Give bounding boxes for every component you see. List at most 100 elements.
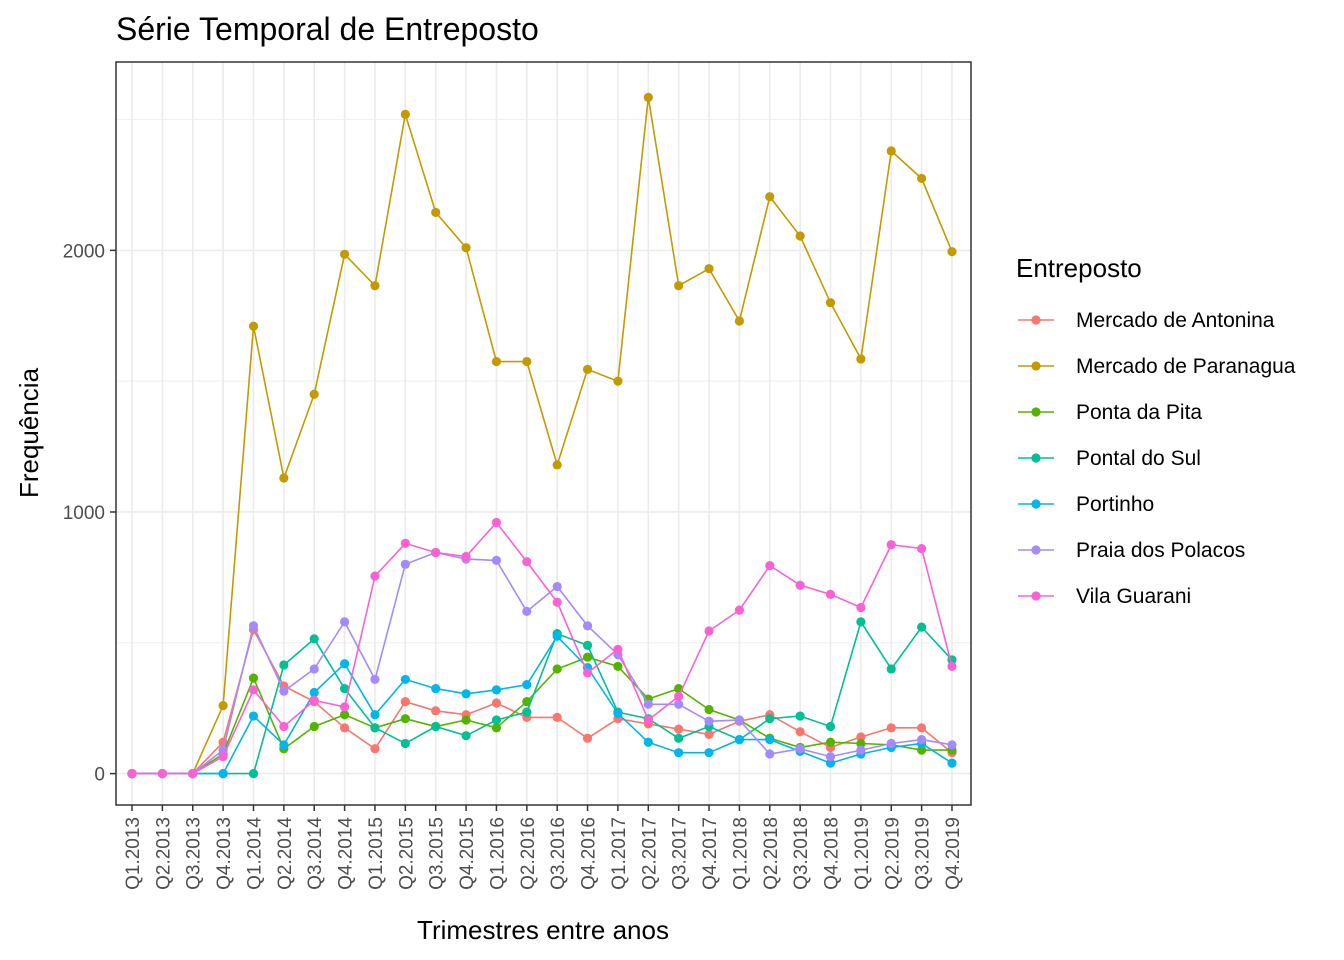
data-point [704,716,714,726]
minor-gridlines [116,119,971,644]
legend-item-mercado-de-paranagua: Mercado de Paranagua [1018,355,1296,378]
data-point [279,721,289,732]
data-point [917,622,927,632]
data-point [400,697,410,707]
x-tick-label: Q4.2013 [214,817,235,890]
data-point [917,734,927,745]
x-tick-label: Q4.2019 [943,817,964,890]
data-point [734,316,745,326]
data-point [825,737,836,747]
data-point [400,714,410,724]
data-point [248,321,259,331]
data-point [309,687,319,698]
data-point [856,732,866,742]
data-point [339,723,350,733]
data-point [309,634,319,644]
x-tick-label: Q2.2014 [275,817,296,890]
legend-item-mercado-de-antonina: Mercado de Antonina [1018,309,1275,332]
legend-item-pontal-do-sul: Pontal do Sul [1018,447,1201,470]
legend-key-point [1031,453,1041,463]
data-point [279,740,289,750]
data-point [370,281,380,291]
data-point [704,748,714,758]
data-point [339,710,350,720]
x-tick-label: Q3.2016 [548,817,569,890]
data-point [370,710,380,720]
data-point [188,769,198,779]
legend-item-portinho: Portinho [1018,493,1154,516]
data-point [400,674,410,685]
data-point [643,715,653,725]
data-point [218,752,228,762]
data-point [765,734,775,745]
x-tick-label: Q2.2016 [518,817,539,890]
data-point [400,559,410,569]
y-axis: 0 1000 2000 [63,241,116,786]
data-point [552,460,562,470]
data-point [309,389,319,399]
x-tick-label: Q3.2018 [791,817,812,890]
data-point [886,738,896,749]
data-point [856,354,866,364]
data-point [704,704,714,715]
data-point [825,298,836,308]
data-point [522,557,532,567]
data-point [491,685,502,695]
data-point [917,723,927,733]
data-point [127,769,137,779]
data-point [552,664,562,674]
legend-label: Pontal do Sul [1076,447,1201,470]
x-tick-label: Q2.2015 [396,817,417,890]
x-tick-label: Q2.2017 [639,817,660,890]
legend-key-point [1031,407,1041,417]
data-point [795,711,805,721]
x-axis-title: Trimestres entre anos [417,915,669,945]
x-tick-label: Q2.2019 [882,817,903,890]
series-line-ponta-da-pita [132,656,952,775]
data-point [279,686,289,696]
legend-key-point [1031,361,1041,371]
legend-label: Mercado de Antonina [1076,309,1275,332]
data-point [461,243,471,253]
data-point [825,752,836,762]
data-point [825,589,836,599]
data-point [248,711,259,721]
legend-item-praia-dos-polacos: Praia dos Polacos [1018,539,1245,562]
data-point [674,724,684,734]
data-point [613,376,623,386]
data-point [522,606,532,617]
legend: Entreposto Mercado de Antonina Mercado de… [1016,253,1296,608]
x-tick-label: Q1.2015 [366,817,387,890]
data-point [431,683,441,694]
data-point [370,723,380,733]
data-point [917,745,927,755]
data-point [856,617,866,627]
data-point [886,540,896,550]
data-point [309,664,319,674]
legend-title: Entreposto [1016,253,1142,283]
data-point [795,231,805,241]
data-point [643,92,653,102]
plot-border [115,61,972,806]
data-point [400,738,410,749]
data-point [825,721,836,732]
data-point [248,685,259,695]
data-point [400,538,410,548]
x-tick-label: Q2.2013 [153,817,174,890]
series-layer [127,92,957,779]
data-point [856,745,866,755]
data-point [825,758,836,768]
x-tick-label: Q1.2014 [244,817,265,890]
data-point [582,621,593,631]
data-point [613,661,623,671]
data-point [613,708,623,719]
data-point [339,702,350,712]
data-point [491,555,502,565]
data-point [917,544,927,554]
data-point [400,109,410,119]
data-point [339,683,350,694]
data-point [674,691,684,702]
data-point [552,631,562,641]
legend-key-point [1031,591,1041,601]
x-tick-label: Q4.2018 [822,817,843,890]
